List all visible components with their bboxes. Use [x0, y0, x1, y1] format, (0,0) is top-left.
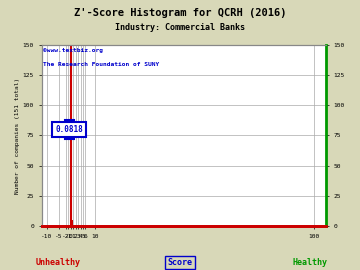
Text: The Research Foundation of SUNY: The Research Foundation of SUNY — [43, 62, 159, 67]
Text: Z'-Score Histogram for QCRH (2016): Z'-Score Histogram for QCRH (2016) — [74, 8, 286, 18]
Text: 0.0818: 0.0818 — [55, 125, 83, 134]
Text: ©www.textbiz.org: ©www.textbiz.org — [43, 48, 103, 53]
Bar — [72, 220, 73, 226]
Bar — [69, 224, 71, 226]
Text: Score: Score — [167, 258, 193, 267]
Text: Healthy: Healthy — [293, 258, 328, 267]
Text: Unhealthy: Unhealthy — [36, 258, 81, 267]
Y-axis label: Number of companies (151 total): Number of companies (151 total) — [15, 77, 20, 194]
Bar — [71, 47, 72, 226]
Text: Industry: Commercial Banks: Industry: Commercial Banks — [115, 23, 245, 32]
